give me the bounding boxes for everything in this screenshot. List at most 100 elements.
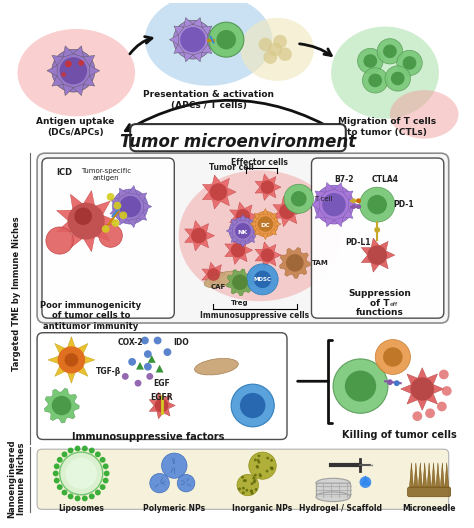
Circle shape [255, 456, 258, 459]
Circle shape [367, 195, 387, 214]
Circle shape [249, 452, 276, 479]
Circle shape [237, 475, 259, 496]
Circle shape [155, 399, 168, 412]
Text: Targeted TME by Immune Niches: Targeted TME by Immune Niches [12, 216, 21, 371]
Circle shape [241, 481, 244, 484]
Circle shape [259, 466, 262, 469]
Circle shape [236, 209, 250, 223]
Circle shape [250, 480, 253, 483]
Polygon shape [262, 209, 269, 214]
Circle shape [68, 448, 73, 454]
Text: Inorganic NPs: Inorganic NPs [232, 504, 292, 514]
Circle shape [245, 491, 248, 494]
Circle shape [437, 402, 447, 411]
Circle shape [261, 248, 274, 262]
Text: IDO: IDO [173, 338, 189, 347]
Polygon shape [419, 463, 422, 487]
Circle shape [248, 479, 251, 482]
Circle shape [60, 452, 103, 495]
Ellipse shape [316, 478, 350, 488]
Circle shape [95, 451, 101, 457]
Circle shape [68, 494, 73, 499]
Circle shape [248, 490, 251, 493]
Circle shape [180, 27, 206, 52]
Circle shape [52, 396, 72, 415]
Text: Effector cells: Effector cells [231, 158, 288, 167]
Polygon shape [325, 217, 334, 227]
Circle shape [253, 211, 278, 237]
Circle shape [247, 483, 251, 486]
Text: ICD: ICD [57, 168, 73, 177]
Circle shape [107, 193, 115, 201]
Circle shape [247, 264, 278, 295]
Circle shape [439, 370, 449, 379]
Text: EGF: EGF [153, 379, 170, 388]
Circle shape [210, 183, 227, 201]
Text: Immunosuppressive factors: Immunosuppressive factors [72, 432, 224, 442]
Polygon shape [48, 337, 95, 383]
Circle shape [391, 72, 405, 85]
Polygon shape [431, 463, 436, 487]
Ellipse shape [145, 0, 272, 86]
Polygon shape [239, 241, 246, 247]
Circle shape [374, 227, 380, 233]
Text: Microneedle: Microneedle [402, 504, 456, 514]
Circle shape [345, 371, 376, 402]
Circle shape [242, 485, 245, 487]
Text: NK: NK [238, 230, 248, 235]
Circle shape [232, 275, 248, 290]
Circle shape [112, 189, 148, 224]
Circle shape [54, 464, 60, 469]
Circle shape [74, 495, 81, 501]
Circle shape [273, 35, 287, 49]
Circle shape [162, 453, 187, 478]
Polygon shape [231, 219, 238, 226]
Circle shape [74, 446, 81, 451]
Circle shape [141, 337, 149, 344]
Ellipse shape [390, 90, 458, 139]
Polygon shape [202, 26, 212, 35]
Polygon shape [248, 219, 255, 226]
FancyBboxPatch shape [37, 153, 449, 323]
Circle shape [351, 199, 356, 203]
Circle shape [240, 489, 243, 492]
Circle shape [191, 228, 207, 243]
Text: Liposomes: Liposomes [58, 504, 104, 514]
Polygon shape [90, 65, 100, 76]
Polygon shape [255, 213, 261, 220]
Text: Treg: Treg [231, 300, 249, 306]
Text: Migration of T cells
to tumor (CTLs): Migration of T cells to tumor (CTLs) [338, 117, 436, 137]
Ellipse shape [240, 18, 314, 81]
Polygon shape [410, 463, 413, 487]
Circle shape [209, 22, 244, 57]
Circle shape [60, 57, 87, 84]
Circle shape [177, 475, 195, 492]
Text: Poor immunogenicity
of tumor cells to
antitumor immunity: Poor immunogenicity of tumor cells to an… [40, 301, 142, 331]
Circle shape [57, 484, 63, 490]
Circle shape [89, 494, 95, 499]
Circle shape [103, 464, 109, 469]
Circle shape [146, 373, 153, 380]
Polygon shape [225, 236, 253, 265]
Circle shape [53, 470, 59, 476]
Polygon shape [334, 183, 343, 192]
FancyBboxPatch shape [311, 158, 444, 318]
FancyBboxPatch shape [316, 483, 351, 497]
Circle shape [442, 386, 452, 396]
Polygon shape [248, 235, 255, 242]
Polygon shape [144, 202, 152, 211]
Polygon shape [325, 183, 334, 192]
Polygon shape [255, 229, 261, 235]
Circle shape [62, 451, 67, 457]
Circle shape [122, 373, 129, 380]
Polygon shape [270, 213, 276, 220]
Ellipse shape [179, 170, 340, 301]
Circle shape [150, 474, 169, 493]
Circle shape [250, 487, 254, 490]
Circle shape [207, 268, 220, 281]
Polygon shape [361, 475, 370, 485]
Circle shape [266, 459, 269, 463]
Circle shape [356, 199, 361, 203]
Polygon shape [231, 235, 238, 242]
Polygon shape [208, 35, 217, 44]
